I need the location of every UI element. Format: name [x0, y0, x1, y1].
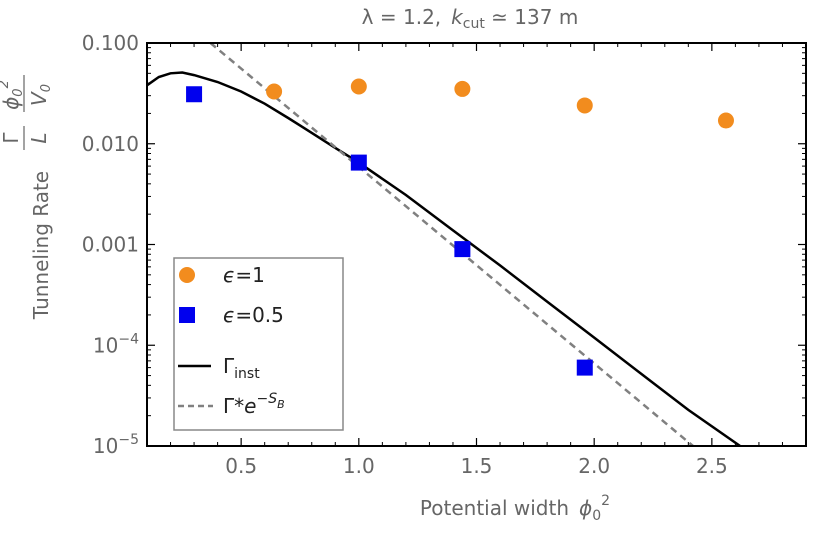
- y-tick-label: 0.001: [82, 233, 139, 257]
- series-layer: [147, 43, 741, 446]
- x-tick-label: 0.5: [225, 454, 257, 478]
- legend-label-gamma-exp: Γ*e−SB: [223, 391, 285, 418]
- data-point-circle: [266, 83, 283, 100]
- legend-marker-circle: [179, 267, 195, 283]
- y-axis-label-text: Tunneling Rate: [29, 171, 53, 320]
- data-point-circle: [350, 78, 367, 95]
- y-tick-label: 10−4: [93, 331, 139, 357]
- legend-label-eps1: ϵ=1: [223, 263, 265, 287]
- data-point-square: [350, 154, 367, 171]
- series-line-dashed: [209, 43, 694, 446]
- series-line-solid: [147, 71, 741, 446]
- legend-label-eps05: ϵ=0.5: [223, 303, 284, 327]
- legend-label-gamma-inst: Γinst: [223, 354, 260, 382]
- x-tick-label: 2.0: [578, 454, 610, 478]
- data-point-circle: [454, 80, 471, 97]
- y-tick-label: 10−5: [93, 432, 139, 458]
- y-axis-label: Tunneling Rate Γ L ϕ02 V0: [0, 75, 54, 320]
- y-label-gamma: Γ: [0, 132, 23, 144]
- y-tick-label: 0.010: [82, 132, 139, 156]
- data-point-circle: [576, 97, 593, 114]
- legend-box: [173, 257, 344, 431]
- x-tick-label: 1.0: [343, 454, 375, 478]
- legend-marker-square: [179, 307, 195, 323]
- x-tick-label: 2.5: [696, 454, 728, 478]
- y-label-L: L: [27, 132, 51, 143]
- data-point-square: [454, 241, 471, 258]
- y-label-phi: ϕ02: [0, 80, 26, 110]
- y-tick-label: 0.100: [82, 31, 139, 55]
- legend: ϵ=1 ϵ=0.5 Γinst Γ*e−SB: [173, 257, 344, 431]
- data-point-circle: [717, 112, 734, 129]
- y-label-V: V0: [27, 84, 54, 106]
- chart-title: λ = 1.2, kcut ≃ 137 m: [362, 5, 579, 32]
- ticks-layer: 0.5 1.0 1.5 2.0 2.5 0.100 0.010 0.001 10−4 10−5: [82, 31, 807, 478]
- x-axis-label: Potential width ϕ02: [420, 493, 610, 524]
- x-tick-label: 1.5: [461, 454, 493, 478]
- data-point-square: [576, 359, 593, 376]
- data-point-square: [186, 86, 203, 103]
